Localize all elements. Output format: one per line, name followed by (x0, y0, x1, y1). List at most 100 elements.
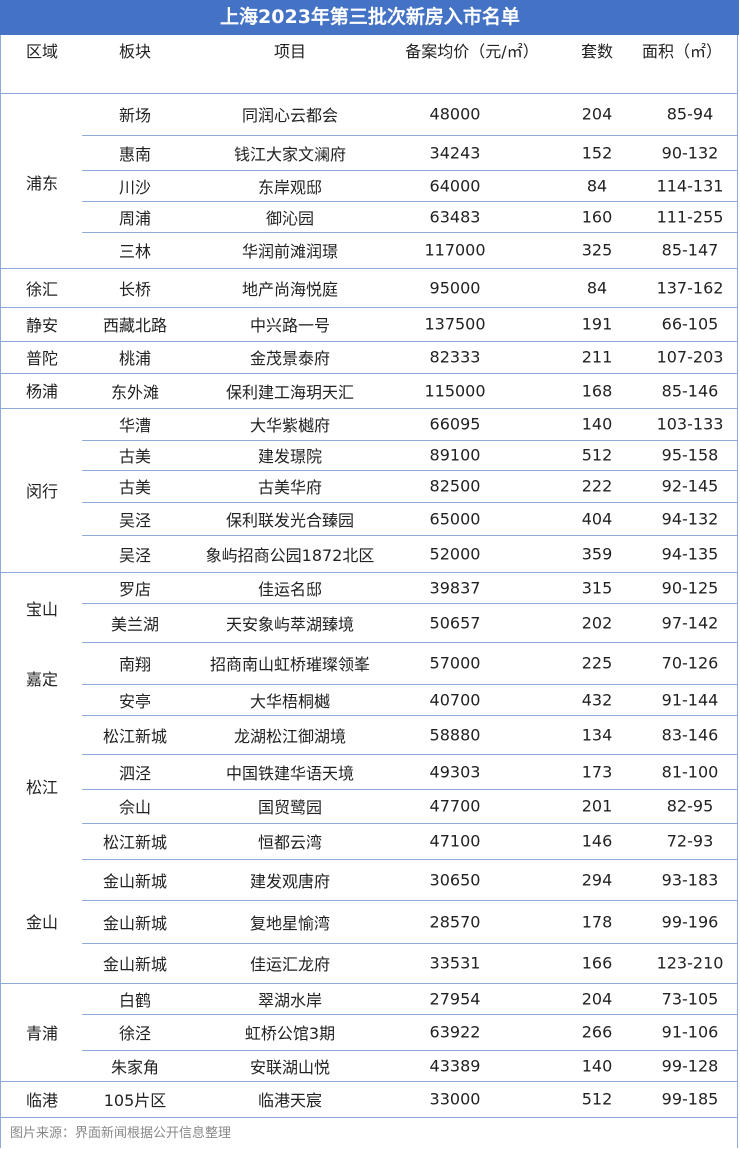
row-divider (82, 135, 738, 136)
row-divider (0, 1117, 738, 1118)
cell-price: 47100 (429, 831, 481, 851)
cell-units: 152 (581, 143, 613, 162)
cell-price: 34243 (429, 143, 481, 162)
cell-price: 65000 (429, 509, 481, 528)
row-divider (82, 232, 738, 233)
region-label: 普陀 (25, 349, 59, 368)
row-divider (82, 642, 738, 643)
cell-block: 东外滩 (110, 382, 160, 402)
row-divider (0, 373, 738, 374)
cell-area: 82-95 (666, 796, 714, 816)
cell-area: 83-146 (661, 725, 719, 744)
cell-area: 73-105 (661, 989, 719, 1008)
cell-project: 保利建工海玥天汇 (225, 382, 355, 402)
cell-block: 川沙 (118, 177, 152, 197)
row-divider (82, 201, 738, 202)
cell-project: 东岸观邸 (257, 177, 323, 197)
row-divider (0, 93, 738, 94)
cell-block: 金山新城 (102, 913, 168, 933)
cell-project: 虹桥公馆3期 (244, 1024, 336, 1043)
cell-units: 134 (581, 725, 613, 744)
row-divider (82, 789, 738, 790)
cell-price: 63483 (429, 207, 481, 226)
cell-block: 朱家角 (110, 1057, 160, 1077)
cell-project: 华润前滩润璟 (241, 242, 339, 261)
cell-block: 安亭 (118, 691, 152, 711)
cell-block: 古美 (118, 447, 152, 466)
cell-block: 华漕 (118, 416, 152, 435)
cell-project: 建发观唐府 (249, 871, 331, 891)
row-divider (82, 502, 738, 503)
cell-units: 325 (581, 240, 613, 260)
row-divider (82, 943, 738, 944)
cell-area: 91-144 (661, 690, 719, 709)
cell-project: 中国铁建华语天境 (225, 763, 355, 783)
cell-price: 63922 (429, 1022, 481, 1042)
cell-area: 111-255 (656, 207, 724, 226)
cell-project: 国贸鹭园 (257, 798, 323, 817)
cell-price: 27954 (429, 989, 481, 1008)
cell-units: 84 (586, 278, 608, 297)
cell-price: 33531 (429, 953, 481, 973)
cell-units: 140 (581, 1056, 613, 1075)
cell-area: 85-94 (666, 104, 714, 124)
row-divider (0, 307, 738, 308)
cell-project: 象屿招商公园1872北区 (205, 545, 375, 565)
cell-area: 66-105 (661, 314, 719, 334)
cell-units: 204 (581, 989, 613, 1008)
cell-price: 47700 (429, 796, 481, 816)
cell-price: 66095 (429, 414, 481, 434)
cell-project: 招商南山虹桥璀璨领峯 (209, 655, 371, 674)
cell-project: 同润心云都会 (241, 106, 339, 125)
cell-units: 201 (581, 796, 613, 816)
cell-block: 西藏北路 (102, 316, 168, 335)
region-label: 徐汇 (25, 280, 59, 299)
cell-price: 52000 (429, 544, 481, 563)
cell-price: 89100 (429, 445, 481, 465)
row-divider (82, 1050, 738, 1051)
row-divider (82, 754, 738, 755)
cell-units: 404 (581, 509, 613, 528)
row-divider (82, 535, 738, 536)
region-label: 青浦 (25, 1024, 59, 1043)
cell-project: 中兴路一号 (249, 316, 331, 335)
cell-price: 30650 (429, 870, 481, 889)
cell-project: 龙湖松江御湖境 (233, 726, 347, 746)
cell-area: 72-93 (666, 831, 714, 851)
cell-area: 70-126 (661, 653, 719, 673)
cell-units: 294 (581, 870, 613, 889)
cell-block: 泗泾 (118, 763, 152, 783)
cell-project: 御沁园 (265, 208, 315, 228)
header-area: 面积（㎡） (641, 42, 723, 61)
cell-block: 古美 (118, 478, 152, 497)
right-border (737, 35, 738, 1148)
row-divider (82, 715, 738, 716)
row-divider (82, 859, 738, 860)
cell-block: 新场 (118, 106, 152, 125)
left-border (0, 35, 1, 1148)
row-divider (0, 572, 738, 573)
cell-price: 39837 (429, 578, 481, 597)
cell-block: 105片区 (103, 1091, 167, 1110)
cell-price: 28570 (429, 912, 481, 931)
cell-block: 松江新城 (102, 726, 168, 746)
region-label: 金山 (25, 913, 59, 932)
cell-area: 92-145 (661, 476, 719, 496)
cell-project: 佳运名邸 (257, 579, 323, 599)
region-label: 杨浦 (25, 382, 59, 401)
row-divider (0, 408, 738, 409)
cell-block: 长桥 (118, 279, 152, 299)
cell-price: 82333 (429, 347, 481, 367)
cell-project: 地产尚海悦庭 (241, 279, 339, 299)
row-divider (0, 268, 738, 269)
cell-price: 57000 (429, 653, 481, 673)
source-note: 图片来源：界面新闻根据公开信息整理 (10, 1126, 232, 1141)
row-divider (82, 684, 738, 685)
row-divider (0, 983, 738, 984)
cell-price: 58880 (429, 725, 481, 744)
cell-project: 复地星愉湾 (249, 913, 331, 933)
cell-units: 225 (581, 653, 613, 673)
cell-block: 南翔 (118, 655, 152, 674)
row-divider (0, 1081, 738, 1082)
cell-area: 103-133 (656, 414, 724, 434)
